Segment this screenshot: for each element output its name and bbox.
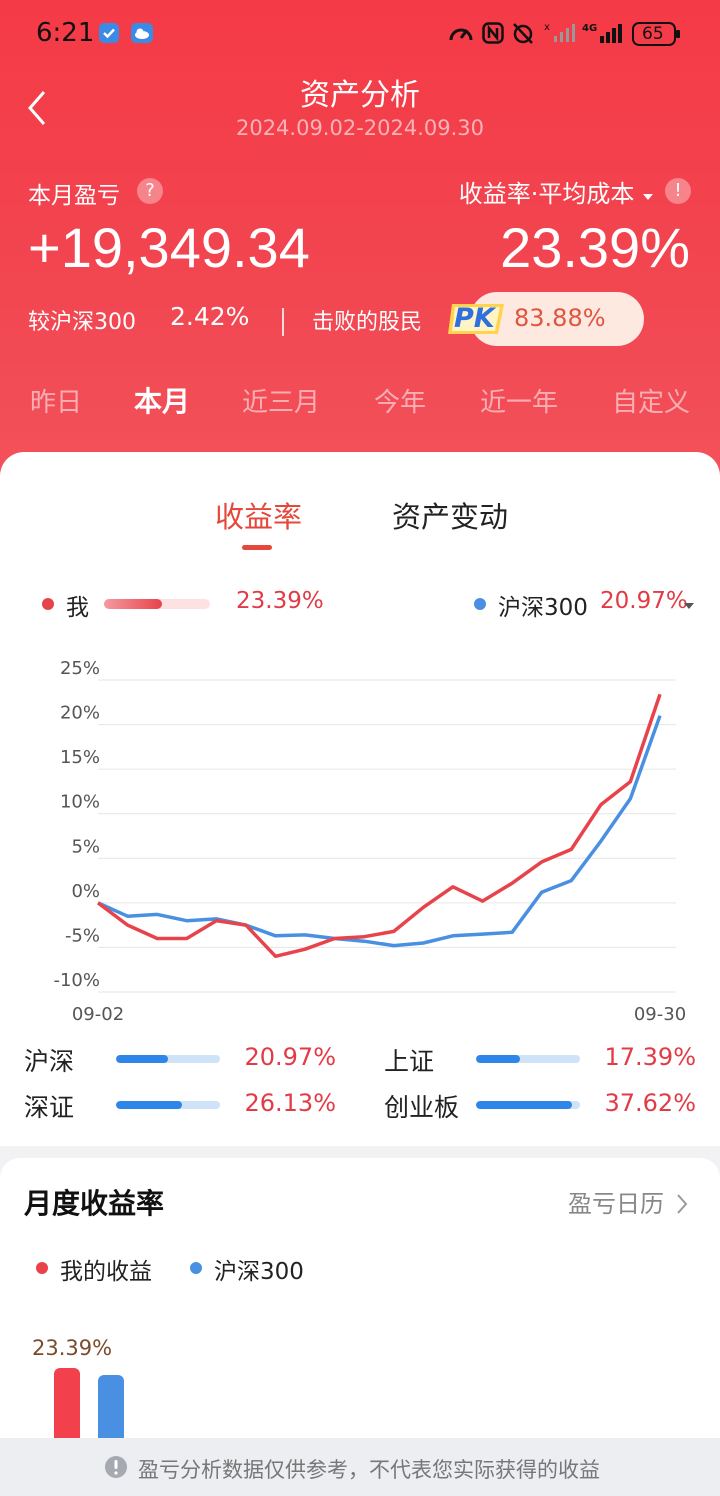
legend-dot-index bbox=[474, 598, 486, 610]
legend-index-value[interactable]: 20.97% bbox=[600, 588, 688, 614]
monthly-bar-label: 23.39% bbox=[32, 1336, 113, 1360]
legend-dot-me bbox=[42, 598, 54, 610]
alarm-off-icon bbox=[511, 22, 535, 48]
index-bar-cyb bbox=[476, 1101, 580, 1109]
calendar-link-label: 盈亏日历 bbox=[568, 1190, 664, 1218]
rate-value: 23.39% bbox=[500, 216, 690, 279]
shield-icon bbox=[98, 22, 120, 48]
back-button[interactable] bbox=[20, 88, 60, 128]
compare-value: 2.42% bbox=[170, 302, 250, 331]
index-name-cyb: 创业板 bbox=[384, 1093, 460, 1122]
tab-three-months[interactable]: 近三月 bbox=[242, 388, 321, 418]
cloud-icon bbox=[130, 22, 154, 48]
date-range: 2024.09.02-2024.09.30 bbox=[235, 116, 485, 140]
tab-asset-change[interactable]: 资产变动 bbox=[392, 500, 509, 534]
index-bar-hs bbox=[116, 1055, 220, 1063]
tab-one-year[interactable]: 近一年 bbox=[480, 388, 559, 418]
footer-notice: 盈亏分析数据仅供参考，不代表您实际获得的收益 bbox=[0, 1438, 720, 1496]
return-card: 收益率 资产变动 我 23.39% 沪深300 20.97% 25% 20% 15%… bbox=[0, 452, 720, 1146]
caret-down-icon bbox=[643, 194, 653, 200]
question-icon[interactable]: ? bbox=[137, 178, 163, 204]
info-icon bbox=[105, 1456, 127, 1478]
svg-text:4G: 4G bbox=[582, 23, 597, 34]
divider bbox=[282, 308, 284, 336]
tab-this-year[interactable]: 今年 bbox=[374, 388, 427, 418]
nfc-icon bbox=[482, 22, 504, 48]
exclamation-icon[interactable]: ! bbox=[665, 178, 691, 204]
monthly-title: 月度收益率 bbox=[24, 1187, 165, 1220]
monthly-bar-mine bbox=[54, 1367, 80, 1438]
chevron-right-icon bbox=[676, 1194, 687, 1214]
page-title: 资产分析 bbox=[300, 78, 420, 113]
signal-icon: x bbox=[544, 22, 576, 48]
battery-level: 65 bbox=[642, 24, 664, 44]
y-tick-label: 0% bbox=[71, 881, 100, 902]
series-line bbox=[96, 693, 662, 959]
y-tick-label: 20% bbox=[60, 703, 100, 724]
y-tick-label: 5% bbox=[71, 836, 100, 857]
footer-notice-text: 盈亏分析数据仅供参考，不代表您实际获得的收益 bbox=[138, 1458, 600, 1482]
index-name-hs: 沪深 bbox=[24, 1047, 75, 1076]
chevron-left-icon bbox=[28, 91, 46, 125]
speed-icon bbox=[448, 22, 474, 48]
pk-badge: PK bbox=[446, 300, 508, 338]
svg-text:x: x bbox=[544, 22, 550, 33]
index-bar-sh bbox=[476, 1055, 580, 1063]
compare-label: 较沪深300 bbox=[28, 310, 136, 335]
pk-text: PK bbox=[454, 303, 495, 334]
rate-label-text: 收益率·平均成本 bbox=[458, 180, 635, 208]
caret-down-icon[interactable] bbox=[684, 602, 694, 610]
monthly-bar-index bbox=[98, 1375, 124, 1438]
calendar-link[interactable]: 盈亏日历 bbox=[568, 1184, 688, 1219]
index-name-sh: 上证 bbox=[384, 1047, 435, 1076]
signal-4g-icon: 4G bbox=[582, 22, 626, 48]
y-tick-label: 25% bbox=[60, 658, 100, 679]
legend-hs300-label: 沪深300 bbox=[214, 1259, 304, 1285]
x-tick-label: 09-02 bbox=[72, 1004, 124, 1025]
active-tab-indicator bbox=[242, 545, 272, 550]
tab-this-month[interactable]: 本月 bbox=[134, 385, 191, 418]
beat-value: 83.88% bbox=[514, 304, 606, 332]
battery-icon: 65 bbox=[632, 22, 682, 50]
legend-dot-mine bbox=[36, 1262, 48, 1274]
legend-me-label: 我 bbox=[66, 595, 89, 621]
tab-custom[interactable]: 自定义 bbox=[612, 388, 691, 418]
x-tick-label: 09-30 bbox=[634, 1004, 686, 1025]
y-tick-label: -5% bbox=[65, 925, 100, 946]
index-bar-sz bbox=[116, 1101, 220, 1109]
month-pnl-value: +19,349.34 bbox=[28, 216, 310, 279]
rate-label[interactable]: 收益率·平均成本 bbox=[459, 174, 654, 209]
index-value-cyb: 37.62% bbox=[604, 1089, 696, 1117]
month-pnl-label: 本月盈亏 bbox=[28, 183, 120, 209]
header: 6:21 x 4G 65 资产分析 2024.09.02-2024.09.3 bbox=[0, 0, 720, 520]
y-tick-label: -10% bbox=[53, 970, 100, 991]
legend-dot-hs300 bbox=[190, 1262, 202, 1274]
clock: 6:21 bbox=[36, 18, 95, 48]
legend-me-bar bbox=[104, 599, 210, 609]
index-name-sz: 深证 bbox=[24, 1093, 75, 1122]
range-tabs: 昨日 本月 近三月 今年 近一年 自定义 bbox=[0, 382, 720, 432]
tab-return-rate[interactable]: 收益率 bbox=[215, 500, 303, 534]
tab-yesterday[interactable]: 昨日 bbox=[30, 388, 83, 418]
legend-mine-label: 我的收益 bbox=[60, 1259, 152, 1285]
index-value-hs: 20.97% bbox=[244, 1043, 336, 1071]
return-line-chart: 25% 20% 15% 10% 5% 0% -5% -10% 09-02 09-30 bbox=[53, 658, 686, 1025]
legend-index-label: 沪深300 bbox=[498, 595, 588, 621]
beat-label: 击败的股民 bbox=[312, 310, 423, 335]
y-tick-label: 15% bbox=[60, 747, 100, 768]
status-bar: 6:21 x 4G 65 bbox=[0, 0, 720, 70]
index-value-sz: 26.13% bbox=[244, 1089, 336, 1117]
y-tick-label: 10% bbox=[60, 792, 100, 813]
index-value-sh: 17.39% bbox=[604, 1043, 696, 1071]
legend-me-value: 23.39% bbox=[236, 588, 324, 614]
series-line bbox=[97, 715, 662, 948]
